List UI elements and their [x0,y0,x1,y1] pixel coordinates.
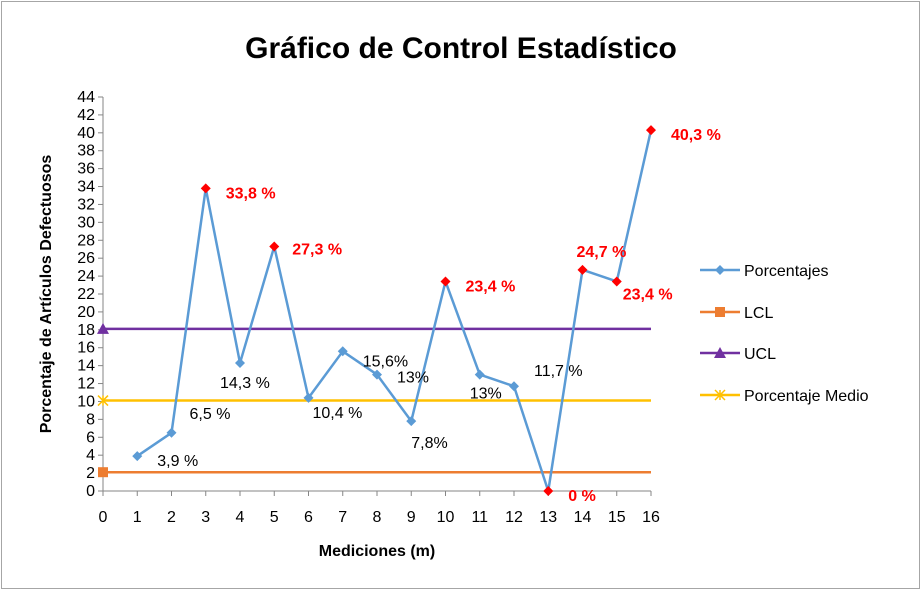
data-point [337,346,348,357]
x-tick-label: 0 [99,509,108,526]
data-label: 24,7 % [577,244,627,261]
data-label: 14,3 % [220,375,270,392]
y-tick-label: 36 [77,161,95,178]
y-tick-label: 26 [77,250,95,267]
y-tick-label: 44 [77,89,95,106]
y-tick-label: 42 [77,107,95,124]
data-label: 33,8 % [226,185,276,202]
x-tick-label: 6 [304,509,313,526]
data-point-out-of-control [269,241,280,252]
data-label: 11,7 % [534,363,583,380]
x-tick-label: 9 [407,509,416,526]
x-tick-label: 3 [201,509,210,526]
data-point [406,416,417,427]
legend-label: Porcentajes [744,263,829,280]
legend: Porcentajes LCL UCL Porcentaje Medio [700,263,869,405]
x-tick-label: 11 [471,509,488,526]
y-tick-label: 38 [77,143,95,160]
y-tick-label: 8 [86,411,95,428]
data-label: 6,5 % [190,406,231,423]
data-point [235,357,245,368]
y-tick-label: 18 [77,322,95,339]
y-tick-label: 6 [86,429,95,446]
data-label: 0 % [568,488,596,505]
x-tick-label: 12 [505,509,523,526]
data-label: 10,4 % [313,405,363,422]
data-point [372,369,382,380]
porcentajes-series [132,125,656,496]
data-label: 15,6% [363,353,408,370]
legend-marker [714,347,726,358]
axes: 0246810121416182022242628303234363840424… [77,89,660,526]
legend-label: Porcentaje Medio [744,388,869,405]
legend-entry: UCL [700,346,776,363]
data-point-out-of-control [611,276,622,287]
y-tick-label: 10 [77,393,95,410]
data-label: 3,9 % [157,453,198,470]
porcentajes-line [136,129,653,493]
data-point [132,451,143,462]
y-tick-label: 2 [86,465,95,482]
legend-marker [714,389,726,401]
x-tick-label: 10 [437,509,455,526]
x-tick-label: 5 [270,509,279,526]
y-tick-label: 28 [77,232,95,249]
data-label: 23,4 % [623,286,673,303]
x-axis-title: Mediciones (m) [319,543,435,560]
data-label: 40,3 % [671,127,721,144]
data-label: 13% [470,386,502,403]
data-label: 27,3 % [292,242,342,259]
y-tick-label: 30 [77,214,95,231]
y-tick-label: 34 [77,179,95,196]
lcl-marker [98,467,108,478]
x-tick-label: 4 [236,509,245,526]
x-tick-label: 15 [608,509,626,526]
y-tick-label: 16 [77,340,95,357]
data-point-out-of-control [646,125,656,136]
x-tick-label: 1 [133,509,142,526]
chart-title: Gráfico de Control Estadístico [245,32,677,65]
legend-entry: Porcentajes [700,263,829,280]
x-tick-label: 2 [167,509,176,526]
porcentaje-medio-marker [97,395,109,407]
data-label: 23,4 % [466,278,516,295]
ucl-marker [97,322,109,334]
data-label: 13% [397,370,429,387]
data-labels: 3,9 %6,5 %33,8 %14,3 %27,3 %10,4 %15,6%1… [157,127,721,505]
legend-marker [715,307,725,317]
x-tick-label: 16 [642,509,660,526]
data-point-out-of-control [200,183,211,194]
y-tick-label: 32 [77,196,95,213]
x-tick-label: 13 [539,509,557,526]
y-tick-label: 24 [77,268,95,285]
legend-label: UCL [744,346,776,363]
y-tick-label: 0 [86,483,95,500]
y-tick-label: 20 [77,304,95,321]
y-tick-label: 22 [77,286,95,303]
legend-entry: LCL [700,305,773,322]
y-tick-label: 4 [86,447,95,464]
legend-entry: Porcentaje Medio [700,388,869,405]
y-tick-label: 12 [77,376,95,393]
y-axis-title: Porcentaje de Artículos Defectuosos [38,155,55,434]
control-lines [97,322,651,478]
data-point-out-of-control [577,264,588,275]
data-label: 7,8% [411,435,447,452]
y-tick-label: 14 [77,358,95,375]
data-point [474,369,485,380]
y-tick-label: 40 [77,125,95,142]
data-point-out-of-control [543,486,554,496]
x-tick-label: 8 [373,509,382,526]
data-point [509,381,519,392]
data-point [303,392,314,403]
legend-marker [715,265,725,275]
x-tick-label: 7 [338,509,347,526]
data-point-out-of-control [440,276,451,287]
x-tick-label: 14 [574,509,592,526]
legend-label: LCL [744,305,773,322]
data-point [166,427,177,438]
